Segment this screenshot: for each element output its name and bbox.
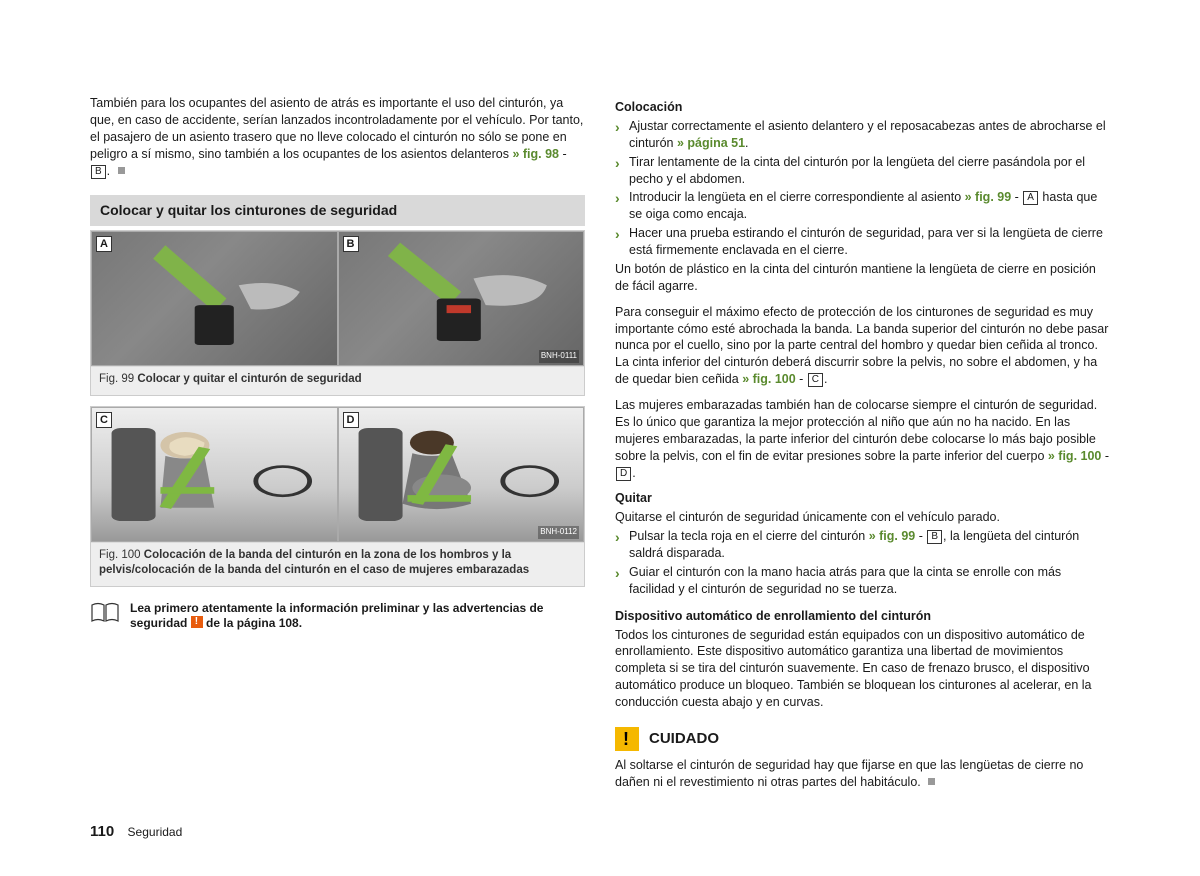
list-item: Introducir la lengüeta en el cierre corr…	[615, 189, 1110, 223]
section-title: Colocar y quitar los cinturones de segur…	[90, 195, 585, 226]
section-name: Seguridad	[128, 825, 183, 839]
colocacion-heading: Colocación	[615, 99, 1110, 116]
cuidado-label: CUIDADO	[649, 729, 719, 749]
ref-box: A	[1023, 191, 1038, 205]
fig-99-caption-prefix: Fig. 99	[99, 373, 134, 385]
list-item: Ajustar correctamente el asiento delante…	[615, 118, 1110, 152]
dispositivo-text: Todos los cinturones de seguridad están …	[615, 627, 1110, 711]
fig-99-caption-text: Colocar y quitar el cinturón de segurida…	[137, 373, 361, 385]
page-number: 110	[90, 823, 114, 840]
buckle-illustration-a	[92, 232, 337, 365]
figure-99-image-a: A	[91, 231, 338, 366]
figure-100: C D	[90, 406, 585, 587]
fig-100-code: BNH-0112	[538, 526, 579, 539]
fig-99-code: BNH-0111	[539, 350, 579, 363]
page-footer: 110 Seguridad	[90, 822, 182, 842]
person-illustration-c	[92, 408, 337, 541]
section-end-marker	[928, 778, 935, 785]
quitar-lead: Quitarse el cinturón de seguridad únicam…	[615, 509, 1110, 526]
intro-text: También para los ocupantes del asiento d…	[90, 96, 583, 161]
fig-ref-98: » fig. 98	[512, 147, 559, 161]
read-first-text: Lea primero atentamente la información p…	[130, 601, 585, 632]
intro-paragraph: También para los ocupantes del asiento d…	[90, 95, 585, 179]
quitar-list: Pulsar la tecla roja en el cierre del ci…	[615, 528, 1110, 598]
list-item: Tirar lentamente de la cinta del cinturó…	[615, 154, 1110, 188]
colocacion-list: Ajustar correctamente el asiento delante…	[615, 118, 1110, 259]
fig-100-caption-text: Colocación de la banda del cinturón en l…	[99, 549, 529, 577]
fig-99-caption: Fig. 99 Colocar y quitar el cinturón de …	[91, 366, 584, 395]
person-illustration-d	[339, 408, 584, 541]
read-first-notice: Lea primero atentamente la información p…	[90, 601, 585, 632]
fig-ref: » fig. 99	[965, 190, 1012, 204]
figure-99: A B BNH-0111	[90, 230, 585, 396]
figure-99-image-b: B BNH-0111	[338, 231, 585, 366]
quitar-heading: Quitar	[615, 490, 1110, 507]
cuidado-text: Al soltarse el cinturón de seguridad hay…	[615, 757, 1110, 791]
caution-icon	[615, 727, 639, 751]
fig-ref: » fig. 100	[742, 372, 796, 386]
dispositivo-heading: Dispositivo automático de enrollamiento …	[615, 608, 1110, 625]
ref-box: D	[616, 467, 631, 481]
list-item: Hacer una prueba estirando el cinturón d…	[615, 225, 1110, 259]
fig-100-caption: Fig. 100 Colocación de la banda del cint…	[91, 542, 584, 586]
fig-ref: » fig. 99	[869, 529, 916, 543]
figure-100-image-d: D BNH-0112	[338, 407, 585, 542]
fig-ref-98-box: B	[91, 165, 106, 179]
list-item: Guiar el cinturón con la mano hacia atrá…	[615, 564, 1110, 598]
body-paragraph: Un botón de plástico en la cinta del cin…	[615, 261, 1110, 295]
ref-box: C	[808, 373, 823, 387]
buckle-illustration-b	[339, 232, 584, 365]
book-icon	[90, 601, 120, 623]
body-paragraph: Para conseguir el máximo efecto de prote…	[615, 304, 1110, 388]
fig-100-caption-prefix: Fig. 100	[99, 549, 141, 561]
fig-ref: » fig. 100	[1048, 449, 1102, 463]
warning-icon	[191, 616, 203, 628]
list-item: Pulsar la tecla roja en el cierre del ci…	[615, 528, 1110, 562]
body-paragraph: Las mujeres embarazadas también han de c…	[615, 397, 1110, 481]
figure-100-image-c: C	[91, 407, 338, 542]
ref-box: B	[927, 530, 942, 544]
page-ref: » página 51	[677, 136, 745, 150]
cuidado-block: CUIDADO	[615, 727, 1110, 751]
section-end-marker	[118, 167, 125, 174]
